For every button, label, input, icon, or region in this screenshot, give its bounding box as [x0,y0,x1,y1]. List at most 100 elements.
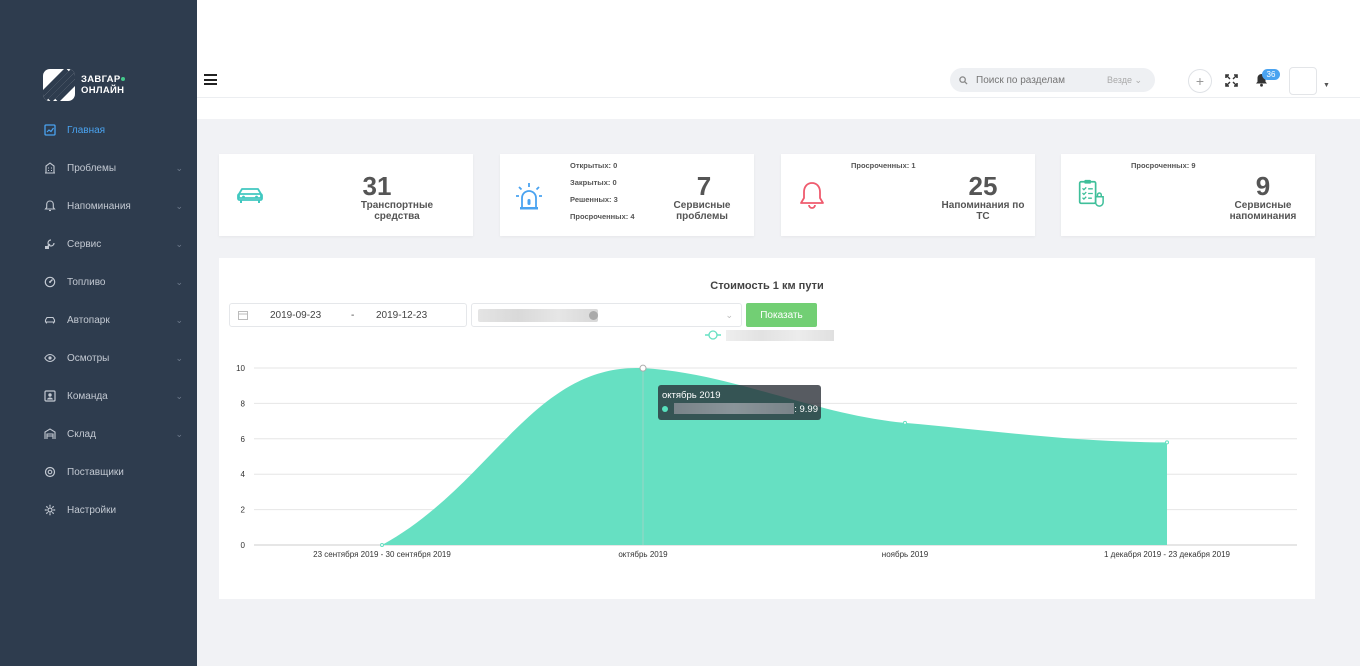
search-scope-select[interactable]: Везде ⌄ [1107,74,1143,85]
sidebar-item-8[interactable]: Склад ⌄ [0,415,197,453]
legend-series-label[interactable] [726,330,834,341]
sidebar-item-2[interactable]: Напоминания ⌄ [0,187,197,225]
selected-vehicle-tag [478,309,598,322]
date-range-picker[interactable]: 2019-09-23 - 2019-12-23 [229,303,467,327]
vehicle-reminders-label: Напоминания по ТС [941,200,1025,222]
issues-open: Открытых: 0 [570,161,618,170]
legend-marker [708,330,718,340]
date-from[interactable]: 2019-09-23 [270,309,322,321]
sidebar-item-label: Осмотры [67,352,110,364]
chevron-down-icon: ⌄ [175,391,183,401]
car-icon [237,188,263,203]
search-input[interactable] [976,74,1101,86]
card-vehicles[interactable]: 31 Транспортные средства [219,154,473,236]
vehicles-label: Транспортные средства [360,200,434,222]
sidebar-item-label: Автопарк [67,314,110,326]
user-avatar[interactable] [1289,67,1317,95]
x-tick-label: октябрь 2019 [618,550,668,559]
siren-icon [516,183,542,210]
dashboard-icon [44,124,56,136]
sidebar-item-label: Напоминания [67,200,131,212]
tooltip-title: октябрь 2019 [662,390,721,401]
sidebar-item-0[interactable]: Главная [0,111,197,149]
header-subbar [197,97,1360,119]
y-tick-label: 8 [241,399,246,408]
logo-icon [43,69,75,101]
card-vehicle-reminders[interactable]: Просроченных: 1 25 Напоминания по ТС [781,154,1035,236]
chart-tooltip: октябрь 2019 : 9.99 [658,385,821,420]
card-service-issues[interactable]: Открытых: 0 Закрытых: 0 Решенных: 3 Прос… [500,154,754,236]
user-menu-caret-icon[interactable]: ▼ [1323,82,1330,89]
y-tick-label: 10 [236,364,245,373]
brand-line2: ОНЛАЙН [81,85,125,96]
fullscreen-icon[interactable] [1225,74,1238,87]
tooltip-series-dot [662,406,668,412]
vehicle-select[interactable]: ⌄ [471,303,742,327]
sidebar-item-label: Склад [67,428,96,440]
data-point [1165,440,1169,445]
service-reminders-label: Сервисные напоминания [1229,200,1297,222]
notifications-badge: 36 [1262,69,1280,80]
car-icon [44,314,56,326]
menu-toggle-icon[interactable] [204,74,217,85]
service-icon [44,238,56,250]
brand-line1: ЗАВГАР [81,74,121,85]
date-to[interactable]: 2019-12-23 [376,309,428,321]
sidebar: ЗАВГАР ОНЛАЙН Главная Проблемы ⌄ Напоминани… [0,0,197,666]
sidebar-item-label: Топливо [67,276,106,288]
sidebar-item-label: Главная [67,124,106,136]
issues-overdue: Просроченных: 4 [570,212,635,221]
search-icon [959,75,968,85]
sidebar-item-9[interactable]: Поставщики [0,453,197,491]
remove-tag-icon[interactable] [589,311,598,320]
sidebar-item-6[interactable]: Осмотры ⌄ [0,339,197,377]
sidebar-item-1[interactable]: Проблемы ⌄ [0,149,197,187]
chevron-down-icon: ⌄ [725,310,733,320]
issues-count: 7 [696,171,712,201]
supplier-icon [44,466,56,478]
show-button[interactable]: Показать [746,303,817,327]
vehicle-reminders-overdue: Просроченных: 1 [851,161,916,170]
vehicles-count: 31 [362,171,392,201]
team-icon [44,390,56,402]
card-service-reminders[interactable]: Просроченных: 9 9 Сервисные напоминания [1061,154,1315,236]
bell-icon [800,182,824,209]
chevron-down-icon: ⌄ [175,353,183,363]
y-tick-label: 0 [241,541,246,550]
y-tick-label: 4 [241,470,246,479]
cost-per-km-panel: Стоимость 1 км пути 2019-09-23 - 2019-12… [219,258,1315,599]
fuel-icon [44,276,56,288]
warehouse-icon [44,428,56,440]
sidebar-item-4[interactable]: Топливо ⌄ [0,263,197,301]
sidebar-item-label: Настройки [67,504,117,516]
sidebar-item-label: Поставщики [67,466,124,478]
sidebar-item-label: Проблемы [67,162,117,174]
sidebar-item-7[interactable]: Команда ⌄ [0,377,197,415]
calendar-icon [238,311,248,320]
sidebar-item-label: Команда [67,390,108,402]
series-area [382,368,1167,545]
tooltip-value: : 9.99 [794,404,818,415]
sidebar-item-label: Сервис [67,238,102,250]
sidebar-item-3[interactable]: Сервис ⌄ [0,225,197,263]
sidebar-item-10[interactable]: Настройки [0,491,197,529]
chart-title: Стоимость 1 км пути [710,280,824,292]
gear-icon [44,504,56,516]
chevron-down-icon: ⌄ [175,201,183,211]
add-icon[interactable]: + [1188,69,1212,93]
date-separator: - [351,309,355,321]
chevron-down-icon: ⌄ [175,277,183,287]
eye-icon [44,352,56,364]
vehicle-reminders-count: 25 [968,171,998,201]
service-reminders-overdue: Просроченных: 9 [1131,161,1196,170]
tooltip-series-name [674,403,794,414]
search-box[interactable]: Везде ⌄ [950,68,1155,92]
data-point [903,420,907,425]
sidebar-item-5[interactable]: Автопарк ⌄ [0,301,197,339]
chevron-down-icon: ⌄ [175,315,183,325]
building-icon [44,162,56,174]
brand-logo[interactable]: ЗАВГАР ОНЛАЙН [43,69,126,101]
sidebar-nav: Главная Проблемы ⌄ Напоминания ⌄ Сервис ⌄ Топли… [0,111,197,529]
y-tick-label: 2 [241,506,246,515]
checklist-icon [1078,179,1104,207]
